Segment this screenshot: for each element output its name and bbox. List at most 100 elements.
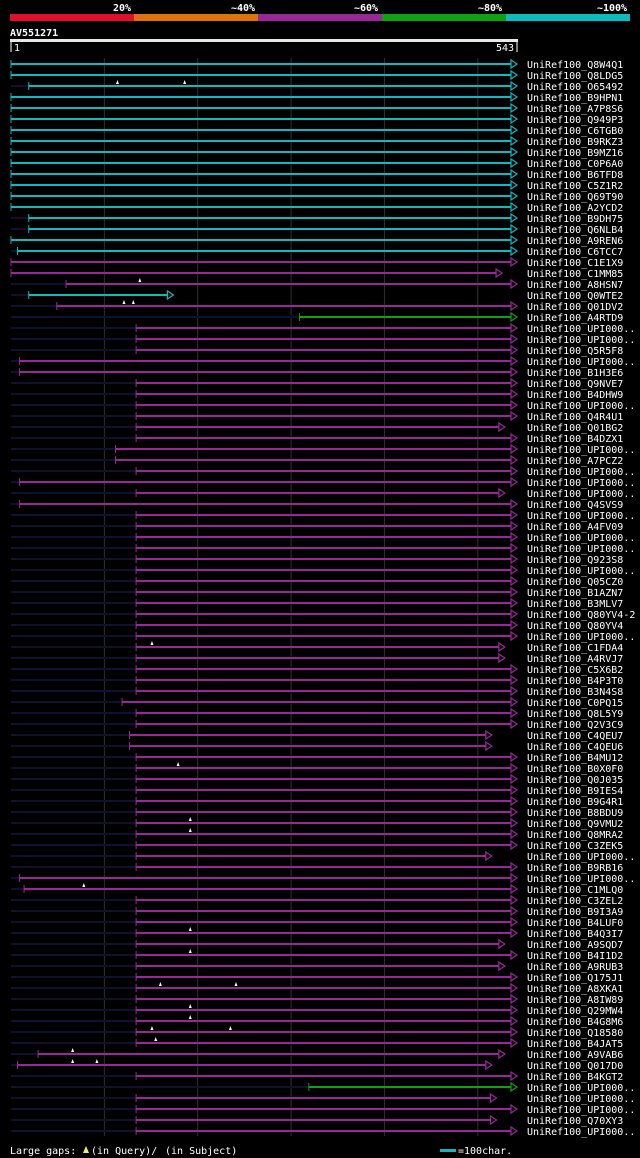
hit-bar[interactable] xyxy=(136,613,515,615)
hit-row[interactable]: UniRef100_A2YCD2 xyxy=(10,201,623,214)
hit-bar[interactable] xyxy=(19,503,514,505)
hit-row[interactable]: UniRef100_B4JAT5 xyxy=(11,1037,623,1050)
hit-label[interactable]: UniRef100_B3N4S8 xyxy=(527,687,623,698)
hit-row[interactable]: UniRef100_Q70XY3 xyxy=(11,1114,623,1127)
hit-bar[interactable] xyxy=(56,305,514,307)
hit-label[interactable]: UniRef100_UPI000.. xyxy=(527,478,635,489)
hit-label[interactable]: UniRef100_UPI000.. xyxy=(527,1127,635,1138)
hit-row[interactable]: UniRef100_B9IES4 xyxy=(11,784,623,797)
hit-bar[interactable] xyxy=(136,580,515,582)
hit-label[interactable]: UniRef100_Q8LDG5 xyxy=(527,71,623,82)
hit-row[interactable]: UniRef100_UPI000.. xyxy=(11,630,635,643)
query-id[interactable]: AV551271 xyxy=(10,28,58,39)
hit-bar[interactable] xyxy=(136,624,515,626)
hit-row[interactable]: UniRef100_A9RUB3 xyxy=(11,960,623,973)
hit-row[interactable]: UniRef100_B9DH75 xyxy=(11,212,623,225)
hit-row[interactable]: UniRef100_C5Z1R2 xyxy=(10,179,623,192)
hit-bar[interactable] xyxy=(136,349,515,351)
hit-row[interactable]: UniRef100_UPI000.. xyxy=(11,1103,635,1116)
hit-bar[interactable] xyxy=(136,470,515,472)
hit-label[interactable]: UniRef100_Q05CZ0 xyxy=(527,577,623,588)
hit-label[interactable]: UniRef100_Q70XY3 xyxy=(527,1116,623,1127)
hit-row[interactable]: UniRef100_UPI000.. xyxy=(11,531,635,544)
hit-label[interactable]: UniRef100_C1FDA4 xyxy=(527,643,623,654)
hit-label[interactable]: UniRef100_UPI000.. xyxy=(527,632,635,643)
hit-bar[interactable] xyxy=(11,151,514,153)
hit-row[interactable]: UniRef100_C1MLQ0 xyxy=(11,883,623,896)
hit-bar[interactable] xyxy=(136,778,515,780)
hit-bar[interactable] xyxy=(136,910,515,912)
hit-row[interactable]: UniRef100_A8HSN7 xyxy=(11,278,623,291)
hit-bar[interactable] xyxy=(136,844,515,846)
hit-label[interactable]: UniRef100_Q8MRA2 xyxy=(527,830,623,841)
hit-label[interactable]: UniRef100_C6TCC7 xyxy=(527,247,623,258)
hit-label[interactable]: UniRef100_C3ZEL2 xyxy=(527,896,623,907)
hit-bar[interactable] xyxy=(11,63,514,65)
hit-bar[interactable] xyxy=(136,965,502,967)
hit-row[interactable]: UniRef100_Q2V3C9 xyxy=(11,718,623,731)
hit-bar[interactable] xyxy=(136,1009,515,1011)
hit-bar[interactable] xyxy=(38,1053,502,1055)
hit-bar[interactable] xyxy=(136,393,515,395)
hit-row[interactable]: UniRef100_Q949P3 xyxy=(10,113,623,126)
hit-label[interactable]: UniRef100_Q01BG2 xyxy=(527,423,623,434)
hit-row[interactable]: UniRef100_A9VAB6 xyxy=(11,1048,623,1061)
hit-row[interactable]: UniRef100_C6TGB0 xyxy=(10,124,623,137)
hit-label[interactable]: UniRef100_B4MU12 xyxy=(527,753,623,764)
hit-bar[interactable] xyxy=(136,382,515,384)
hit-row[interactable]: UniRef100_B4G8M6 xyxy=(11,1015,623,1028)
hit-label[interactable]: UniRef100_A4RVJ7 xyxy=(527,654,623,665)
hit-label[interactable]: UniRef100_C5Z1R2 xyxy=(527,181,623,192)
hit-label[interactable]: UniRef100_Q2V3C9 xyxy=(527,720,623,731)
hit-row[interactable]: UniRef100_UPI000.. xyxy=(11,872,635,885)
hit-label[interactable]: UniRef100_C3ZEK5 xyxy=(527,841,623,852)
hit-row[interactable]: UniRef100_B4DZX1 xyxy=(11,432,623,445)
hit-row[interactable]: UniRef100_B1H3E6 xyxy=(11,366,623,379)
hit-bar[interactable] xyxy=(136,1075,515,1077)
hit-row[interactable]: UniRef100_B9HPN1 xyxy=(10,91,623,104)
hit-bar[interactable] xyxy=(299,316,514,318)
hit-row[interactable]: UniRef100_UPI000.. xyxy=(11,564,635,577)
hit-label[interactable]: UniRef100_Q69T90 xyxy=(527,192,623,203)
hit-bar[interactable] xyxy=(11,107,514,109)
hit-bar[interactable] xyxy=(136,899,515,901)
hit-row[interactable]: UniRef100_Q29MW4 xyxy=(11,1004,623,1017)
hit-label[interactable]: UniRef100_B1AZN7 xyxy=(527,588,623,599)
hit-row[interactable]: UniRef100_Q05CZ0 xyxy=(11,575,623,588)
hit-bar[interactable] xyxy=(129,734,489,736)
hit-label[interactable]: UniRef100_B9I3A9 xyxy=(527,907,623,918)
hit-bar[interactable] xyxy=(136,921,515,923)
hit-bar[interactable] xyxy=(136,668,515,670)
hit-row[interactable]: UniRef100_Q6NLB4 xyxy=(11,223,623,236)
hit-bar[interactable] xyxy=(19,371,514,373)
hit-bar[interactable] xyxy=(136,536,515,538)
hit-bar[interactable] xyxy=(28,294,171,296)
hit-label[interactable]: UniRef100_A9RUB3 xyxy=(527,962,623,973)
hit-label[interactable]: UniRef100_A7P8S6 xyxy=(527,104,623,115)
hit-bar[interactable] xyxy=(11,74,514,76)
hit-label[interactable]: UniRef100_Q4R4U1 xyxy=(527,412,623,423)
hit-label[interactable]: UniRef100_A7PCZ2 xyxy=(527,456,623,467)
hit-row[interactable]: UniRef100_C3ZEL2 xyxy=(11,894,623,907)
hit-label[interactable]: UniRef100_Q4SVS9 xyxy=(527,500,623,511)
hit-row[interactable]: UniRef100_Q8L5Y9 xyxy=(11,707,623,720)
hit-row[interactable]: UniRef100_C3ZEK5 xyxy=(11,839,623,852)
hit-bar[interactable] xyxy=(136,1042,515,1044)
hit-row[interactable]: UniRef100_Q80YV4-2 xyxy=(11,608,635,621)
hit-bar[interactable] xyxy=(136,602,515,604)
hit-bar[interactable] xyxy=(136,558,515,560)
hit-row[interactable]: UniRef100_A9SQD7 xyxy=(11,938,623,951)
hit-row[interactable]: UniRef100_B4P3T0 xyxy=(11,674,623,687)
hit-bar[interactable] xyxy=(136,833,515,835)
hit-row[interactable]: UniRef100_A4RVJ7 xyxy=(11,652,623,665)
hit-row[interactable]: UniRef100_C1FDA4 xyxy=(11,641,623,654)
hit-bar[interactable] xyxy=(19,877,514,879)
hit-label[interactable]: UniRef100_Q6NLB4 xyxy=(527,225,623,236)
hit-bar[interactable] xyxy=(136,987,515,989)
hit-row[interactable]: UniRef100_B9RB16 xyxy=(11,861,623,874)
hit-label[interactable]: UniRef100_A8XKA1 xyxy=(527,984,623,995)
hit-row[interactable]: UniRef100_Q0J035 xyxy=(11,773,623,786)
hit-label[interactable]: UniRef100_UPI000.. xyxy=(527,445,635,456)
hit-row[interactable]: UniRef100_Q8W4Q1 xyxy=(10,58,623,71)
hit-label[interactable]: UniRef100_B3MLV7 xyxy=(527,599,623,610)
